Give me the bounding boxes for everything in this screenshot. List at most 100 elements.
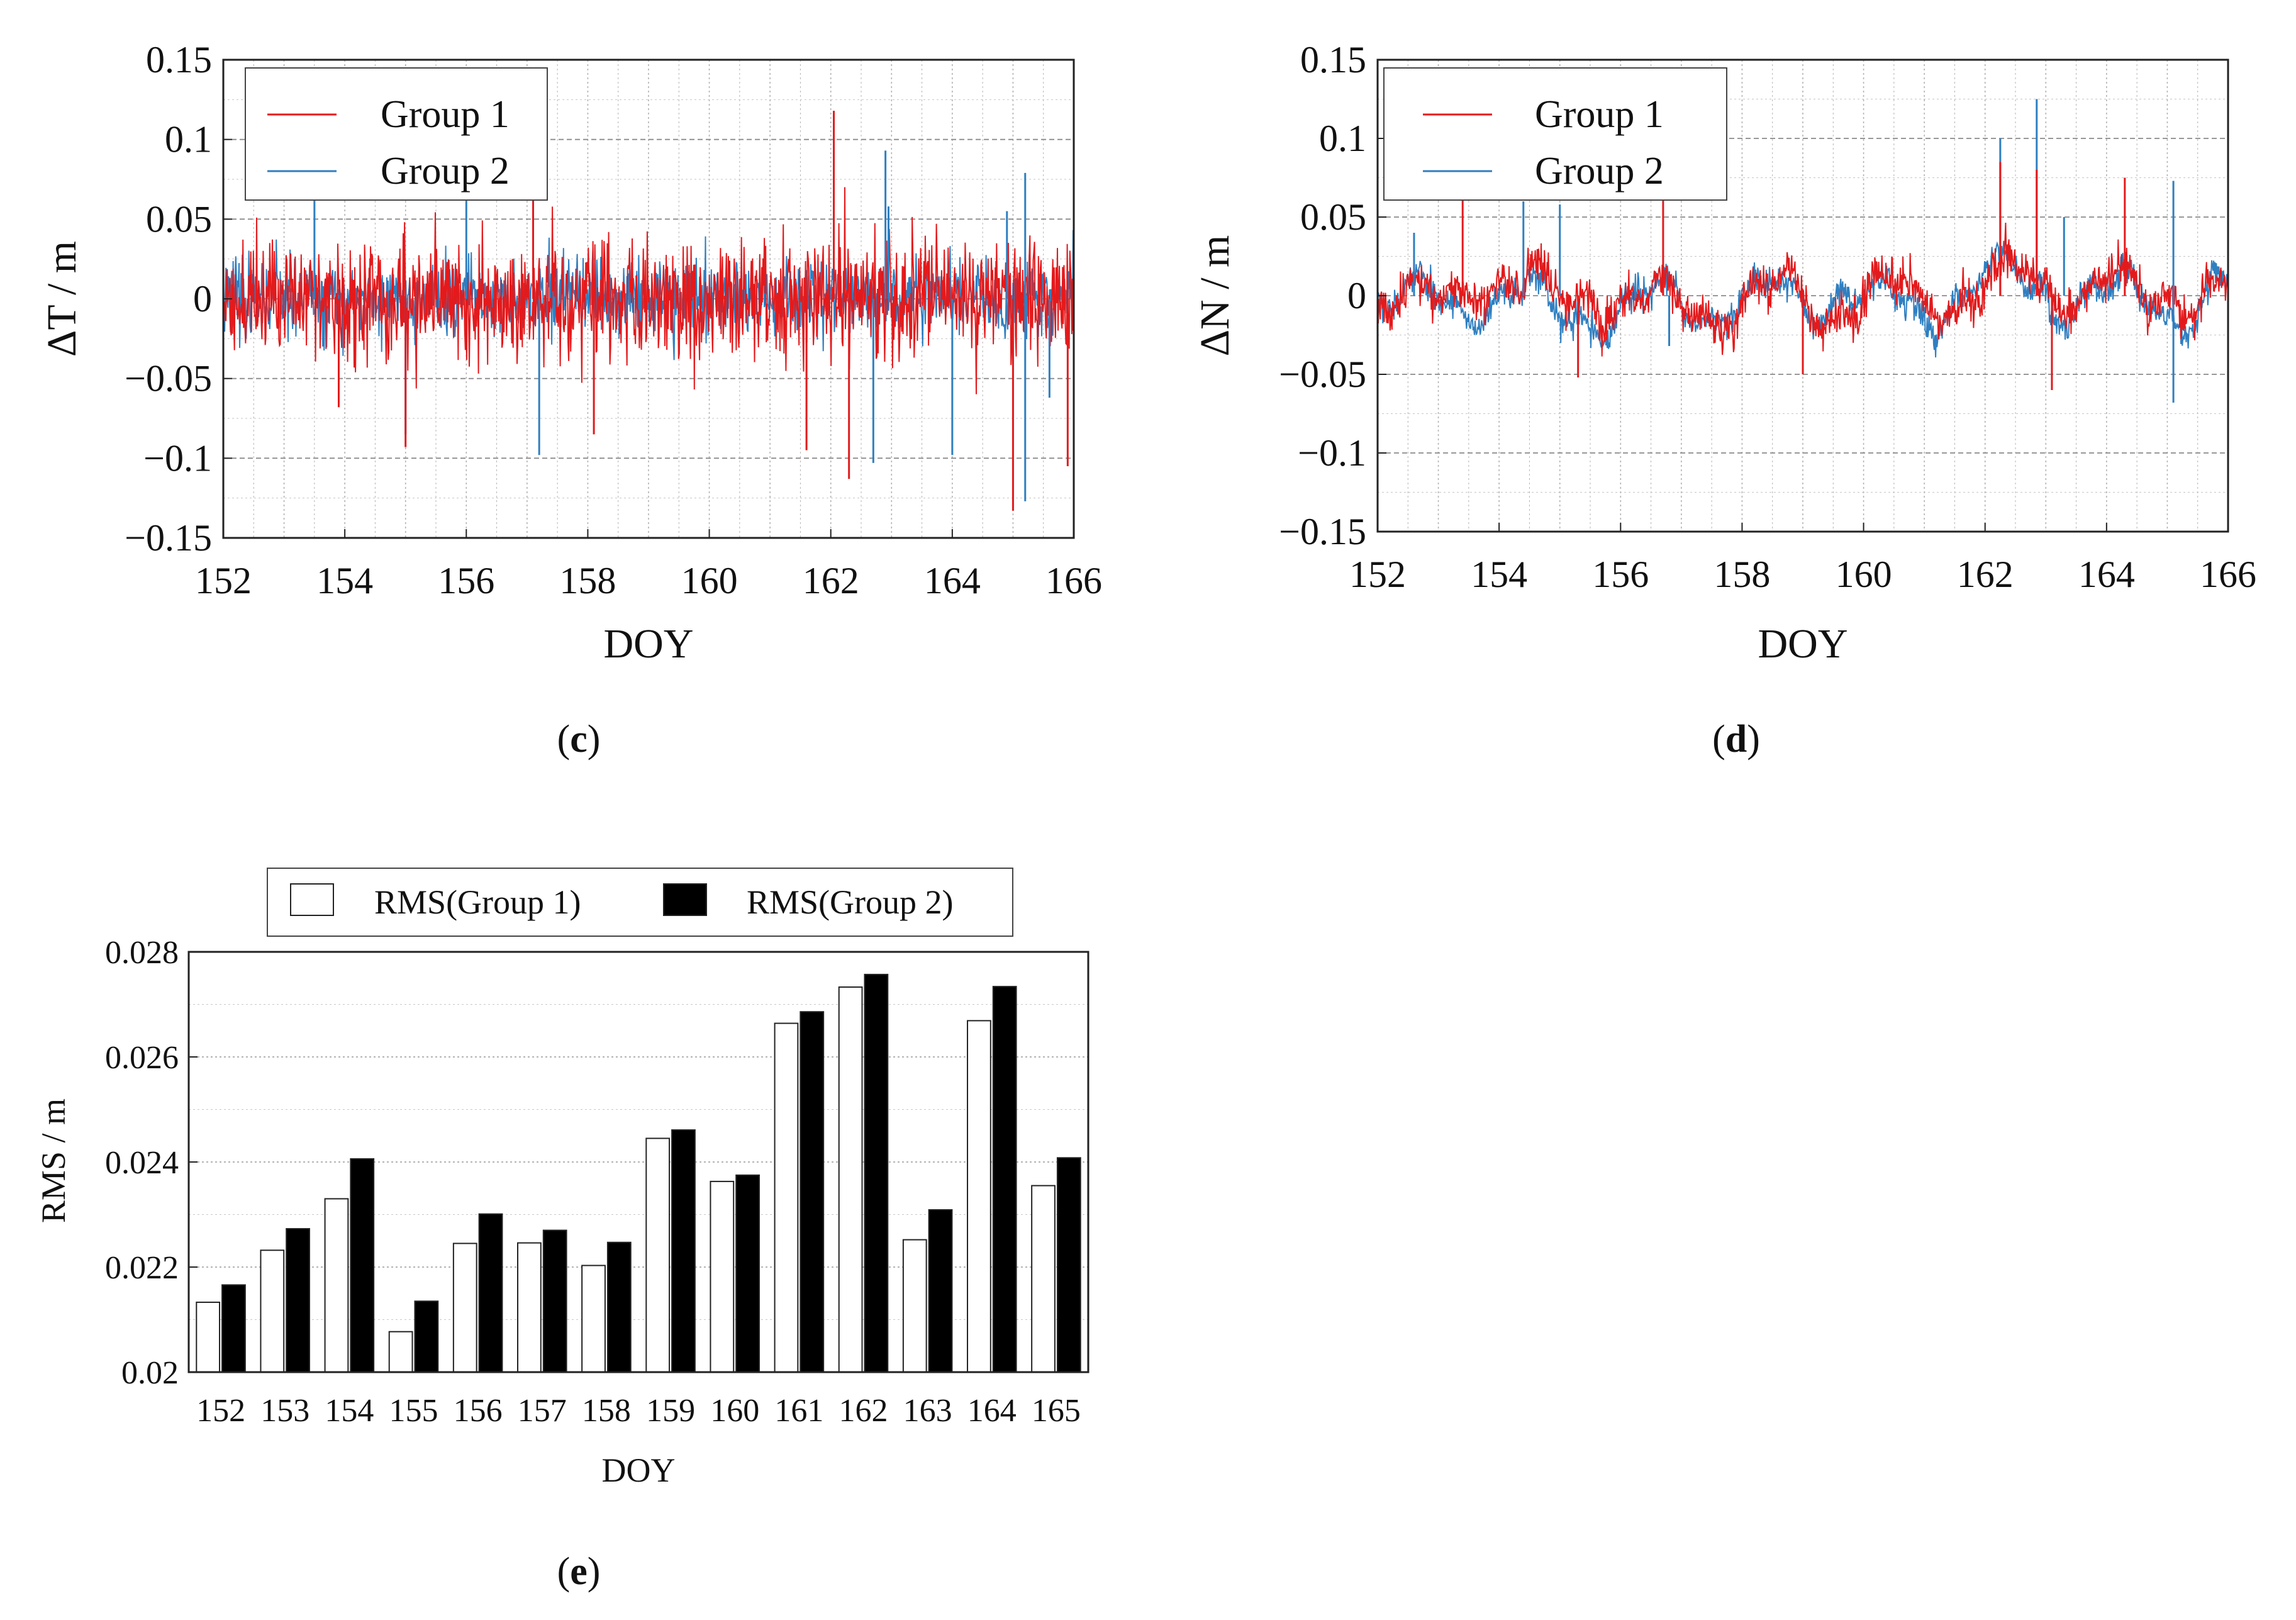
e-bar-group-2-156: [478, 1213, 503, 1373]
panel-e-y-ticks: 0.02 0.022 0.024 0.026 0.028: [105, 935, 198, 1391]
d-x-tick-label: 160: [1836, 554, 1892, 595]
c-y-tick-label: −0.05: [125, 358, 212, 399]
e-bar-group-2-164: [992, 986, 1017, 1373]
e-x-tick-label: 152: [196, 1393, 245, 1429]
e-bar-group-1-165: [1031, 1185, 1056, 1373]
panel-c-series-line-group-1: [223, 187, 1074, 394]
e-y-tick-label: 0.022: [105, 1250, 179, 1286]
panel-e-legend: RMS(Group 1) RMS(Group 2): [267, 868, 1013, 937]
c-x-tick-label: 164: [924, 560, 981, 601]
panel-d-series: [1376, 99, 2229, 403]
d-x-tick-label: 152: [1349, 554, 1406, 595]
d-y-tick-label: 0.05: [1300, 196, 1366, 238]
d-x-tick-label: 154: [1471, 554, 1527, 595]
panel-c-legend: Group 1 Group 2: [245, 67, 548, 201]
panel-d-spikes: [1376, 99, 2175, 403]
e-x-tick-label: 158: [582, 1393, 631, 1429]
e-x-tick-label: 154: [325, 1393, 374, 1429]
c-y-tick-label: 0.15: [146, 39, 212, 81]
c-x-tick-label: 154: [316, 560, 373, 601]
e-bar-group-1-156: [452, 1243, 477, 1373]
e-bar-group-2-162: [864, 973, 889, 1373]
d-x-tick-label: 166: [2200, 554, 2256, 595]
panel-d-y-ticks: −0.15 −0.1 −0.05 0 0.05 0.1 0.15: [1279, 39, 1386, 552]
panel-c-x-axis-label: DOY: [604, 621, 694, 667]
panel-e-legend-label-group-1: RMS(Group 1): [374, 883, 581, 921]
e-bar-group-1-157: [517, 1242, 542, 1373]
panel-d-x-axis-label: DOY: [1758, 621, 1848, 667]
c-x-tick-label: 166: [1045, 560, 1102, 601]
e-bar-group-2-157: [542, 1229, 567, 1373]
e-x-tick-label: 161: [774, 1393, 823, 1429]
e-bar-group-1-162: [838, 986, 863, 1373]
panel-c-y-ticks: −0.15 −0.1 −0.05 0 0.05 0.1 0.15: [125, 39, 232, 559]
e-bar-group-2-155: [414, 1300, 439, 1373]
panel-d-caption-letter: d: [1725, 718, 1747, 761]
e-x-tick-label: 163: [903, 1393, 952, 1429]
panel-c-y-axis-label: ΔT / m: [39, 241, 85, 357]
panel-c-legend-label-group-2: Group 2: [381, 150, 510, 193]
panel-e-legend-swatch-group-2: [663, 883, 707, 916]
c-x-tick-label: 156: [438, 560, 494, 601]
e-bar-group-1-161: [774, 1022, 799, 1373]
e-x-tick-label: 160: [710, 1393, 759, 1429]
e-x-tick-label: 162: [839, 1393, 888, 1429]
c-y-tick-label: 0.05: [146, 198, 212, 240]
c-y-tick-label: 0.1: [165, 119, 212, 160]
panel-d-x-ticks: 152 154 156 158 160 162 164 166: [1349, 523, 2256, 595]
c-y-tick-label: −0.1: [143, 437, 212, 479]
d-y-tick-label: 0: [1347, 275, 1366, 316]
panel-d-legend: Group 1 Group 2: [1383, 67, 1727, 201]
panel-c-x-ticks: 152 154 156 158 160 162 164 166: [195, 529, 1102, 601]
d-y-tick-label: −0.15: [1279, 511, 1366, 552]
e-bar-group-2-153: [286, 1228, 310, 1373]
d-y-tick-label: 0.1: [1319, 118, 1366, 159]
c-x-tick-label: 162: [803, 560, 859, 601]
d-y-tick-label: −0.05: [1279, 354, 1366, 395]
e-x-tick-label: 164: [967, 1393, 1017, 1429]
panel-d-legend-label-group-1: Group 1: [1535, 93, 1664, 136]
panel-d-legend-label-group-2: Group 2: [1535, 150, 1664, 193]
e-bar-group-1-159: [645, 1137, 671, 1373]
panel-d-legend-box: [1383, 67, 1727, 201]
panel-e-caption-letter: e: [570, 1550, 588, 1593]
panel-e-legend-box: [267, 868, 1013, 937]
e-y-tick-label: 0.024: [105, 1145, 179, 1181]
e-bar-group-2-165: [1056, 1157, 1081, 1373]
panel-c-legend-label-group-1: Group 1: [381, 93, 510, 136]
e-x-tick-label: 153: [260, 1393, 309, 1429]
c-y-tick-label: −0.15: [125, 517, 212, 559]
e-x-tick-label: 157: [518, 1393, 567, 1429]
d-y-tick-label: 0.15: [1300, 39, 1366, 81]
panel-d-y-axis-label: ΔN / m: [1192, 235, 1238, 357]
panel-e-x-axis-label: DOY: [602, 1451, 676, 1489]
e-y-tick-label: 0.02: [121, 1355, 179, 1391]
e-bar-group-1-154: [324, 1198, 349, 1373]
c-x-tick-label: 158: [559, 560, 616, 601]
e-bar-group-1-152: [196, 1301, 221, 1373]
e-bar-group-2-152: [221, 1284, 246, 1373]
e-x-tick-label: 165: [1032, 1393, 1081, 1429]
panel-e-x-ticks: 152 153 154 155 156 157 158 159 160 161 162 163 164 1…: [196, 1393, 1081, 1429]
panel-c-caption-label: (c): [557, 718, 601, 761]
e-bar-group-2-154: [350, 1158, 375, 1373]
e-y-tick-label: 0.028: [105, 935, 179, 971]
e-bar-group-2-161: [800, 1011, 825, 1373]
panel-e-y-axis-label: RMS / m: [35, 1098, 72, 1223]
panel-c-legend-box: [245, 67, 548, 201]
c-x-tick-label: 152: [195, 560, 252, 601]
e-bar-group-2-160: [735, 1174, 760, 1373]
e-bar-group-1-160: [710, 1180, 735, 1373]
e-bar-group-1-164: [967, 1020, 991, 1373]
e-bar-group-1-155: [388, 1331, 413, 1373]
panel-e-legend-swatch-group-1: [290, 883, 334, 916]
c-x-tick-label: 160: [681, 560, 738, 601]
panel-e-legend-label-group-2: RMS(Group 2): [747, 883, 954, 921]
d-y-tick-label: −0.1: [1298, 432, 1366, 474]
e-x-tick-label: 156: [454, 1393, 503, 1429]
panel-d-series-line-group-1: [1377, 222, 2229, 357]
e-y-tick-label: 0.026: [105, 1040, 179, 1076]
e-bar-group-1-158: [581, 1265, 606, 1373]
